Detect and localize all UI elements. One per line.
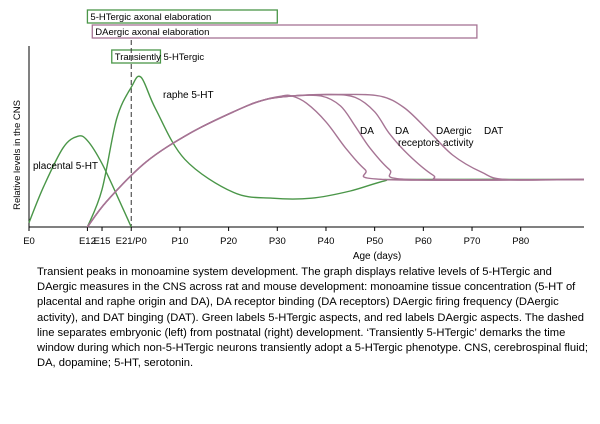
x-tick-label: P80	[512, 236, 529, 247]
annotation-daergic-activity-line2: activity	[443, 138, 474, 149]
annotation-daergic-activity-line1: DAergic	[436, 126, 472, 137]
annotation-dat: DAT	[484, 126, 503, 137]
period-bar	[86, 9, 278, 24]
x-tick-label: E21/P0	[116, 236, 147, 247]
period-bar-label: 5-HTergic axonal elaboration	[90, 12, 211, 23]
period-bars: 5-HTergic axonal elaboration DAergic axon…	[86, 9, 478, 64]
x-tick-label: P60	[415, 236, 432, 247]
period-bar-label: DAergic axonal elaboration	[95, 27, 209, 38]
y-axis-label: Relative levels in the CNS	[12, 100, 23, 210]
x-tick-label: E15	[94, 236, 111, 247]
period-bar	[91, 24, 478, 39]
x-tick-label: E12	[79, 236, 96, 247]
series-line-da	[86, 94, 585, 228]
x-tick-label: P10	[171, 236, 188, 247]
series-line-da-receptors	[86, 94, 585, 228]
series-line-daergic-activity	[86, 93, 585, 228]
x-tick-label: P30	[269, 236, 286, 247]
series-line-dat	[86, 93, 585, 228]
x-axis-label: Age (days)	[353, 251, 401, 262]
period-bar-label: Transiently 5-HTergic	[115, 52, 205, 63]
annotation-raphe-5ht: raphe 5-HT	[163, 90, 214, 101]
x-tick-label: E0	[23, 236, 35, 247]
series-line-placental-5-ht	[28, 135, 132, 228]
x-tick-label: P40	[318, 236, 335, 247]
chart-series	[28, 75, 585, 228]
annotation-placental-5ht: placental 5-HT	[33, 161, 98, 172]
chart: 5-HTergic axonal elaboration DAergic axon…	[12, 9, 585, 262]
annotation-da-receptors-line1: DA	[395, 126, 409, 137]
figure-caption: Transient peaks in monoamine system deve…	[37, 266, 588, 370]
annotation-da: DA	[360, 126, 374, 137]
annotation-da-receptors-line2: receptors	[398, 138, 440, 149]
x-tick-label: P50	[366, 236, 383, 247]
period-bar	[111, 49, 162, 64]
series-line-raphe-5-ht	[86, 75, 585, 228]
x-tick-label: P70	[464, 236, 481, 247]
x-tick-label: P20	[220, 236, 237, 247]
